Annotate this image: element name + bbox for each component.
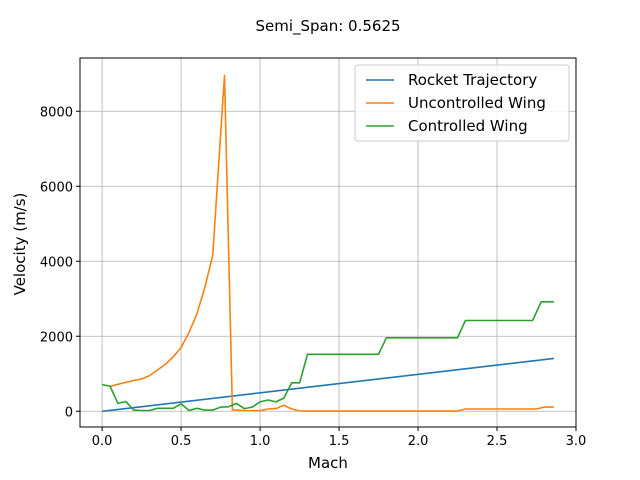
x-tick-label: 0.5 xyxy=(171,434,192,449)
x-tick-label: 2.5 xyxy=(487,434,508,449)
series-line-controlled-wing xyxy=(101,300,554,412)
x-tick-label: 0.0 xyxy=(92,434,113,449)
y-tick-label: 4000 xyxy=(40,255,73,270)
chart-title: Semi_Span: 0.5625 xyxy=(255,17,400,36)
grid xyxy=(80,58,577,427)
y-tick-label: 0 xyxy=(65,405,73,420)
y-tick-label: 6000 xyxy=(40,180,73,195)
axis-ticks: 0.0 0.5 1.0 1.5 2.0 2.5 3.0 0 2000 4000 6000 8000 xyxy=(40,105,586,449)
legend-box xyxy=(354,64,570,142)
x-tick-label: 3.0 xyxy=(566,434,587,449)
legend-label-rocket-trajectory: Rocket Trajectory xyxy=(408,71,537,89)
y-axis-title: Velocity (m/s) xyxy=(11,193,29,296)
series-line-uncontrolled-wing xyxy=(109,74,554,412)
x-tick-label: 1.5 xyxy=(329,434,350,449)
x-tick-label: 2.0 xyxy=(408,434,429,449)
legend-label-controlled-wing: Controlled Wing xyxy=(408,117,528,135)
plot-series xyxy=(101,74,554,413)
y-tick-label: 8000 xyxy=(40,105,73,120)
x-tick-label: 1.0 xyxy=(250,434,271,449)
y-tick-label: 2000 xyxy=(40,330,73,345)
x-axis-title: Mach xyxy=(308,454,348,472)
plot-frame xyxy=(79,57,577,428)
legend: Rocket Trajectory Uncontrolled Wing Contro… xyxy=(354,64,570,142)
series-line-rocket-trajectory xyxy=(102,357,554,413)
legend-label-uncontrolled-wing: Uncontrolled Wing xyxy=(408,94,546,112)
